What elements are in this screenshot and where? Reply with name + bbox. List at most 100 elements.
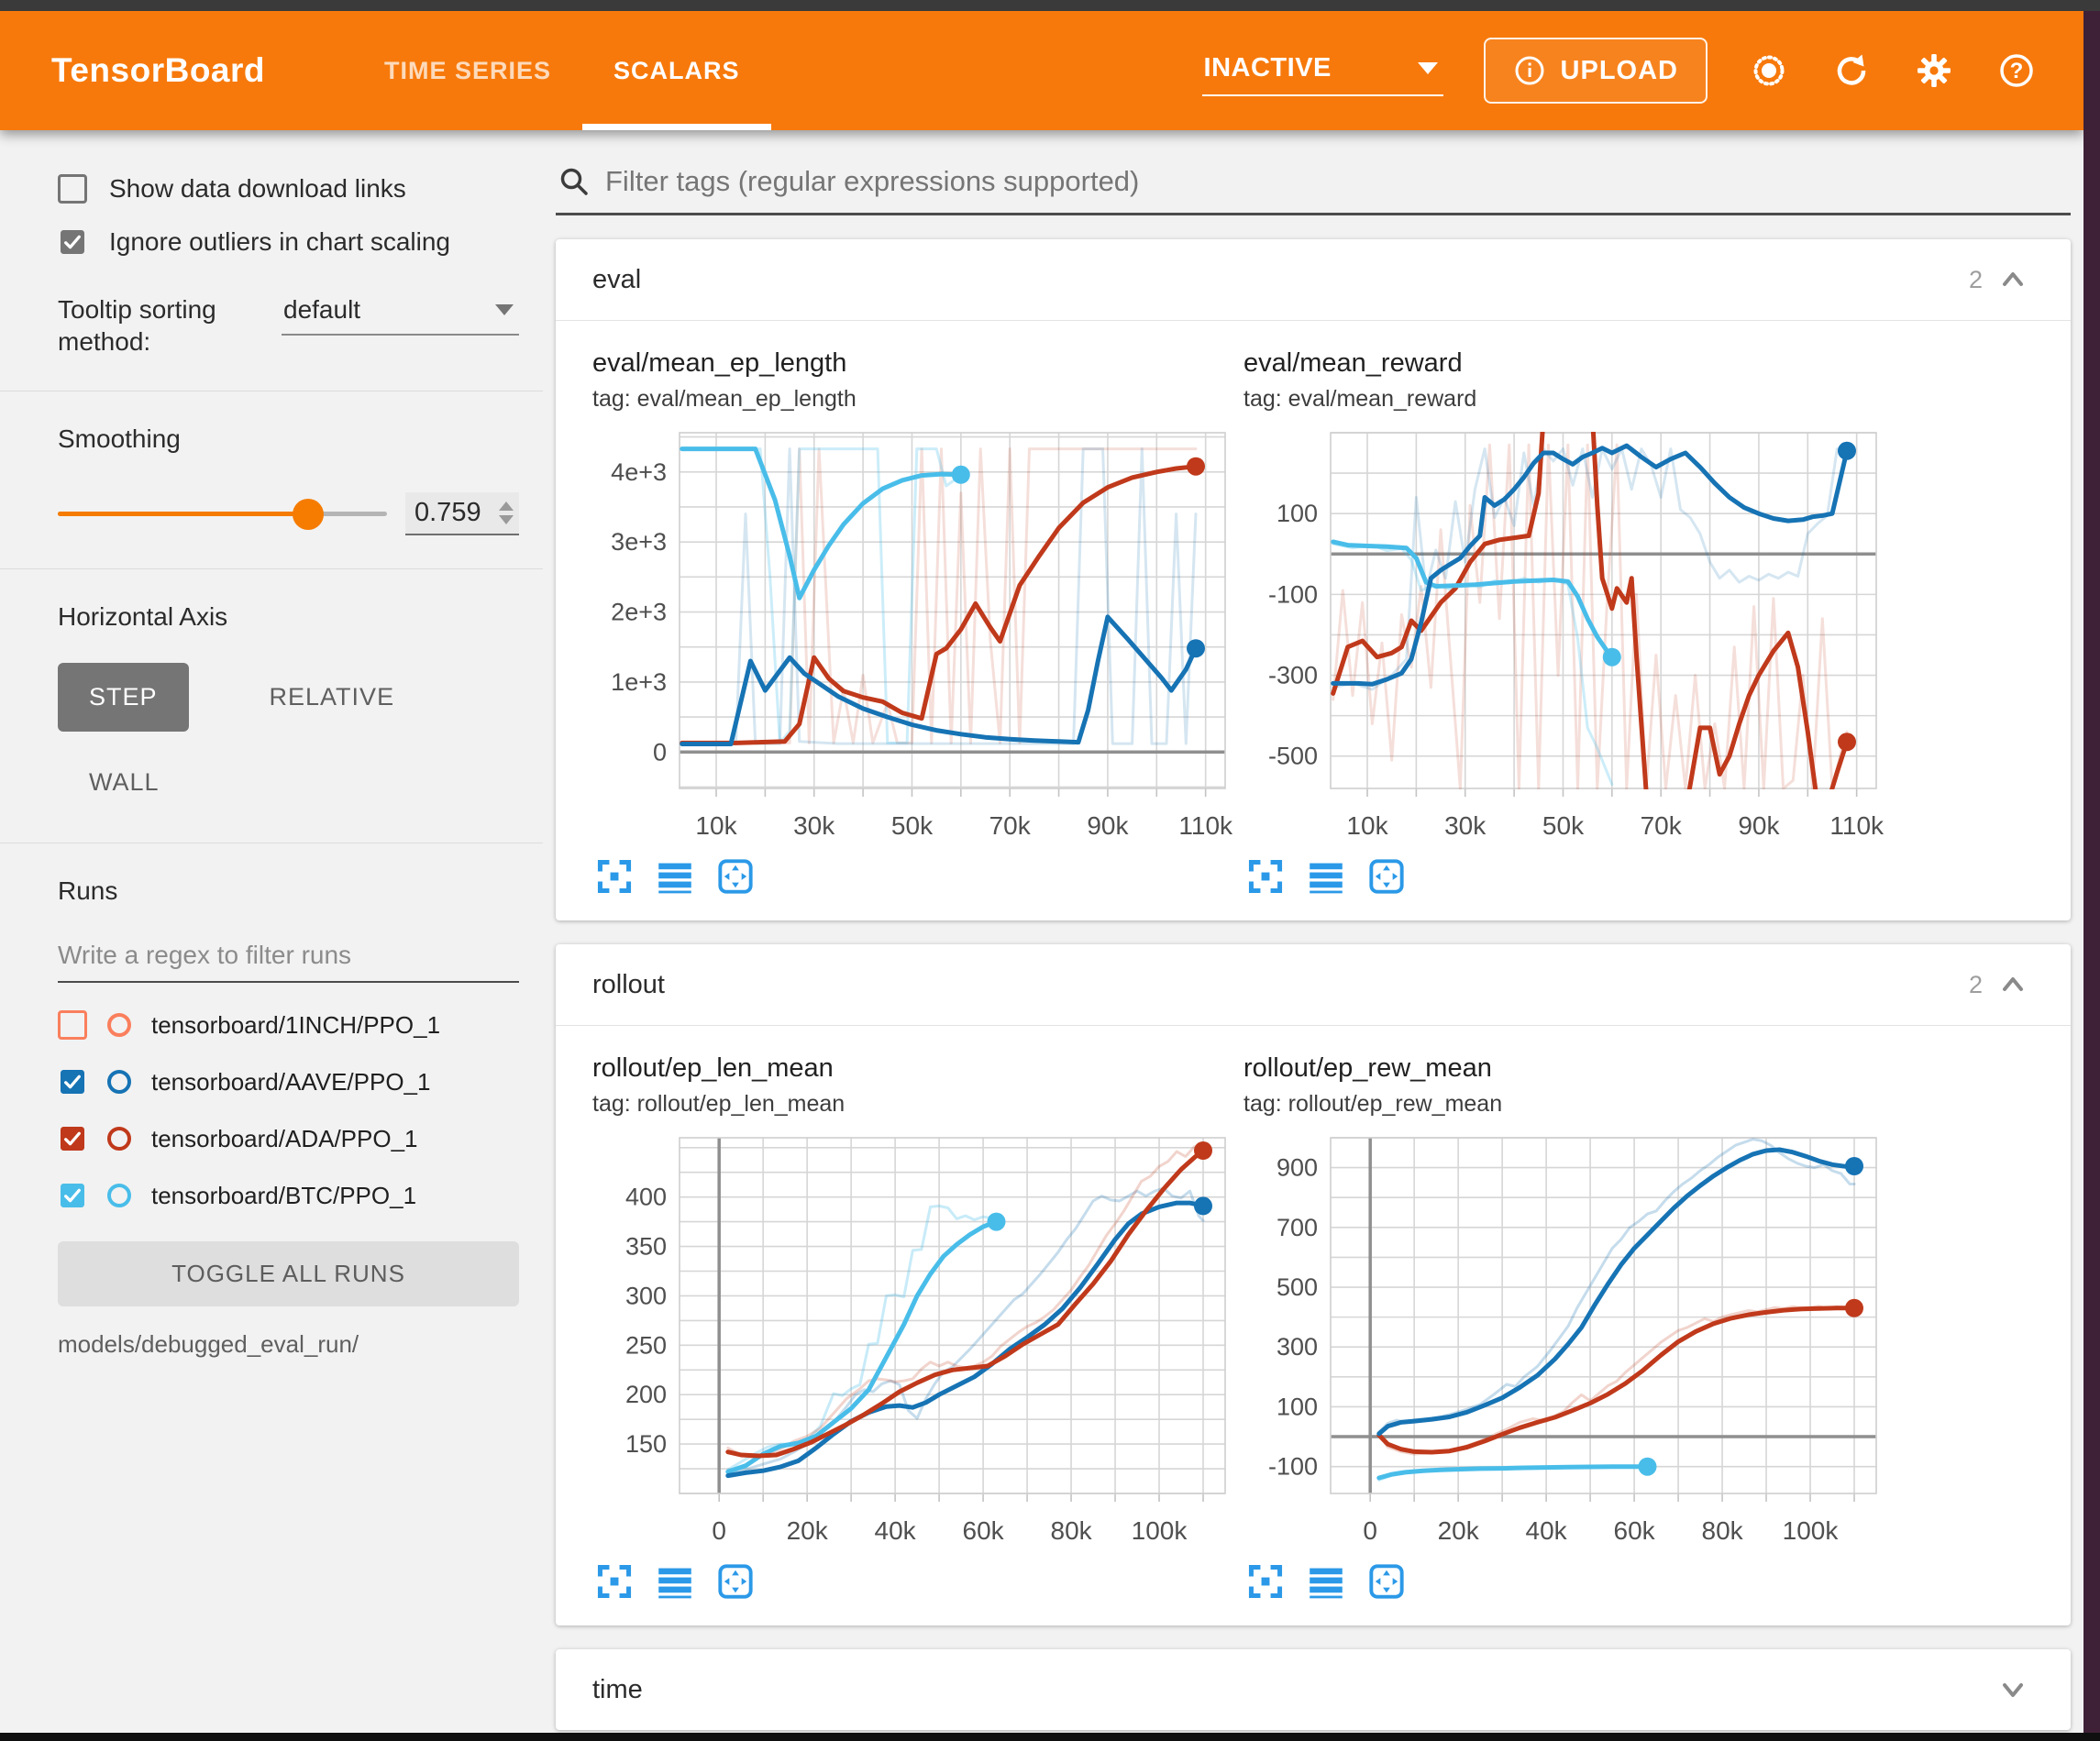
svg-text:20k: 20k <box>1438 1516 1480 1545</box>
chevron-down-icon <box>495 304 514 315</box>
upload-button[interactable]: UPLOAD <box>1483 38 1708 104</box>
svg-text:40k: 40k <box>875 1516 917 1545</box>
chevron-up-icon[interactable] <box>1997 264 2028 295</box>
section-title: time <box>592 1674 643 1704</box>
settings-icon[interactable] <box>1913 50 1955 92</box>
fullscreen-icon[interactable] <box>596 858 633 895</box>
tooltip-sorting-value: default <box>283 295 361 324</box>
runs-filter-input[interactable]: Write a regex to filter runs <box>58 941 519 983</box>
data-table-icon[interactable] <box>657 858 693 895</box>
chart-plot[interactable]: 0 1e+3 2e+3 3e+3 4e+3 10k 30k 50k 70k 90k 110k <box>592 424 1234 854</box>
refresh-icon[interactable] <box>1830 50 1873 92</box>
fit-to-data-icon[interactable] <box>1368 858 1405 895</box>
chart-toolbar <box>596 1563 1243 1600</box>
section-card-eval: eval 2 eval/mean_ep_length tag: eval/mea… <box>556 239 2071 920</box>
option-row[interactable]: Ignore outliers in chart scaling <box>58 227 519 257</box>
chart-block: rollout/ep_len_mean tag: rollout/ep_len_… <box>592 1053 1243 1600</box>
chevron-up-icon[interactable] <box>1997 969 2028 1000</box>
svg-text:300: 300 <box>625 1282 667 1309</box>
svg-text:100: 100 <box>1277 1393 1318 1420</box>
status-dropdown[interactable]: INACTIVE <box>1201 46 1443 96</box>
option-row[interactable]: Show data download links <box>58 174 519 204</box>
chart-plot[interactable]: 150 200 250 300 350 400 0 20k 40k 60k 80k 100k <box>592 1129 1234 1559</box>
svg-text:150: 150 <box>625 1430 667 1458</box>
chart-plot[interactable]: 100 -100 -300 -500 10k 30k 50k 70k 90k 110k <box>1243 424 1885 854</box>
chevron-down-icon[interactable] <box>1997 1674 2028 1705</box>
runs-label: Runs <box>58 876 118 905</box>
fullscreen-icon[interactable] <box>596 1563 633 1600</box>
run-checkbox-unchecked[interactable] <box>58 1010 87 1040</box>
fullscreen-icon[interactable] <box>1247 1563 1284 1600</box>
data-table-icon[interactable] <box>1308 1563 1344 1600</box>
charts-row: rollout/ep_len_mean tag: rollout/ep_len_… <box>556 1026 2071 1625</box>
run-color-radio[interactable] <box>107 1070 131 1094</box>
svg-text:0: 0 <box>653 738 667 766</box>
svg-text:10k: 10k <box>1346 811 1388 840</box>
app-header: TensorBoard TIME SERIES SCALARS INACTIVE… <box>0 11 2083 130</box>
svg-text:-500: -500 <box>1268 743 1318 770</box>
tooltip-sorting-select[interactable]: default <box>282 293 519 336</box>
checkbox-checked[interactable] <box>58 227 87 257</box>
run-checkbox-checked[interactable] <box>58 1124 87 1153</box>
tab-scalars[interactable]: SCALARS <box>582 11 771 130</box>
smoothing-slider[interactable] <box>58 498 387 530</box>
svg-text:350: 350 <box>625 1233 667 1261</box>
data-table-icon[interactable] <box>657 1563 693 1600</box>
section-title: rollout <box>592 969 665 999</box>
tab-time-series[interactable]: TIME SERIES <box>384 56 552 84</box>
svg-text:90k: 90k <box>1738 811 1780 840</box>
axis-option-wall[interactable]: WALL <box>89 768 160 796</box>
run-color-radio[interactable] <box>107 1127 131 1151</box>
fit-to-data-icon[interactable] <box>1368 1563 1405 1600</box>
section-header-eval[interactable]: eval 2 <box>556 239 2071 321</box>
run-color-radio[interactable] <box>107 1013 131 1037</box>
slider-thumb[interactable] <box>292 498 324 530</box>
svg-text:-100: -100 <box>1268 580 1318 608</box>
svg-text:900: 900 <box>1277 1154 1318 1182</box>
svg-text:60k: 60k <box>963 1516 1005 1545</box>
status-value: INACTIVE <box>1203 52 1332 83</box>
chart-title: rollout/ep_len_mean <box>592 1053 834 1083</box>
run-checkbox-checked[interactable] <box>58 1067 87 1096</box>
section-meta: 2 <box>1969 969 2028 1000</box>
tag-filter-row: Filter tags (regular expressions support… <box>556 161 2071 215</box>
fullscreen-icon[interactable] <box>1247 858 1284 895</box>
svg-text:250: 250 <box>625 1331 667 1359</box>
chart-tag: tag: eval/mean_reward <box>1243 386 1477 412</box>
svg-text:300: 300 <box>1277 1333 1318 1361</box>
run-checkbox-checked[interactable] <box>58 1181 87 1210</box>
chart-block: eval/mean_reward tag: eval/mean_reward 1… <box>1243 348 1895 895</box>
general-options: Show data download links Ignore outliers… <box>58 174 519 257</box>
smoothing-value-input[interactable]: 0.759 <box>405 492 519 535</box>
help-icon[interactable]: ? <box>1995 50 2038 92</box>
checkbox-check-icon <box>61 1070 84 1094</box>
run-color-radio[interactable] <box>107 1184 131 1207</box>
axis-option-relative[interactable]: RELATIVE <box>269 683 395 711</box>
svg-text:80k: 80k <box>1702 1516 1744 1545</box>
svg-text:50k: 50k <box>1542 811 1585 840</box>
section-header-time[interactable]: time <box>556 1649 2071 1730</box>
toggle-all-runs-button[interactable]: TOGGLE ALL RUNS <box>58 1241 519 1306</box>
section-header-rollout[interactable]: rollout 2 <box>556 944 2071 1026</box>
stepper-icon[interactable] <box>499 501 514 524</box>
dashboard-main: Filter tags (regular expressions support… <box>543 130 2083 1733</box>
svg-text:100: 100 <box>1277 500 1318 527</box>
smoothing-value: 0.759 <box>414 498 481 527</box>
fit-to-data-icon[interactable] <box>717 858 754 895</box>
tooltip-sorting-label: Tooltip sorting method: <box>58 295 216 356</box>
fit-to-data-icon[interactable] <box>717 1563 754 1600</box>
run-row[interactable]: tensorboard/BTC/PPO_1 <box>58 1181 519 1210</box>
tag-filter-input[interactable]: Filter tags (regular expressions support… <box>605 165 1140 197</box>
chart-plot[interactable]: -100 100 300 500 700 900 0 20k 40k 60k 80k 100k <box>1243 1129 1885 1559</box>
run-row[interactable]: tensorboard/AAVE/PPO_1 <box>58 1067 519 1096</box>
chart-block: rollout/ep_rew_mean tag: rollout/ep_rew_… <box>1243 1053 1895 1600</box>
run-row[interactable]: tensorboard/ADA/PPO_1 <box>58 1124 519 1153</box>
axis-option-step[interactable]: STEP <box>58 663 189 732</box>
data-table-icon[interactable] <box>1308 858 1344 895</box>
checkbox-unchecked[interactable] <box>58 174 87 204</box>
brightness-icon[interactable] <box>1748 50 1790 92</box>
svg-text:500: 500 <box>1277 1273 1318 1301</box>
run-row[interactable]: tensorboard/1INCH/PPO_1 <box>58 1010 519 1040</box>
smoothing-control: 0.759 <box>58 492 519 535</box>
